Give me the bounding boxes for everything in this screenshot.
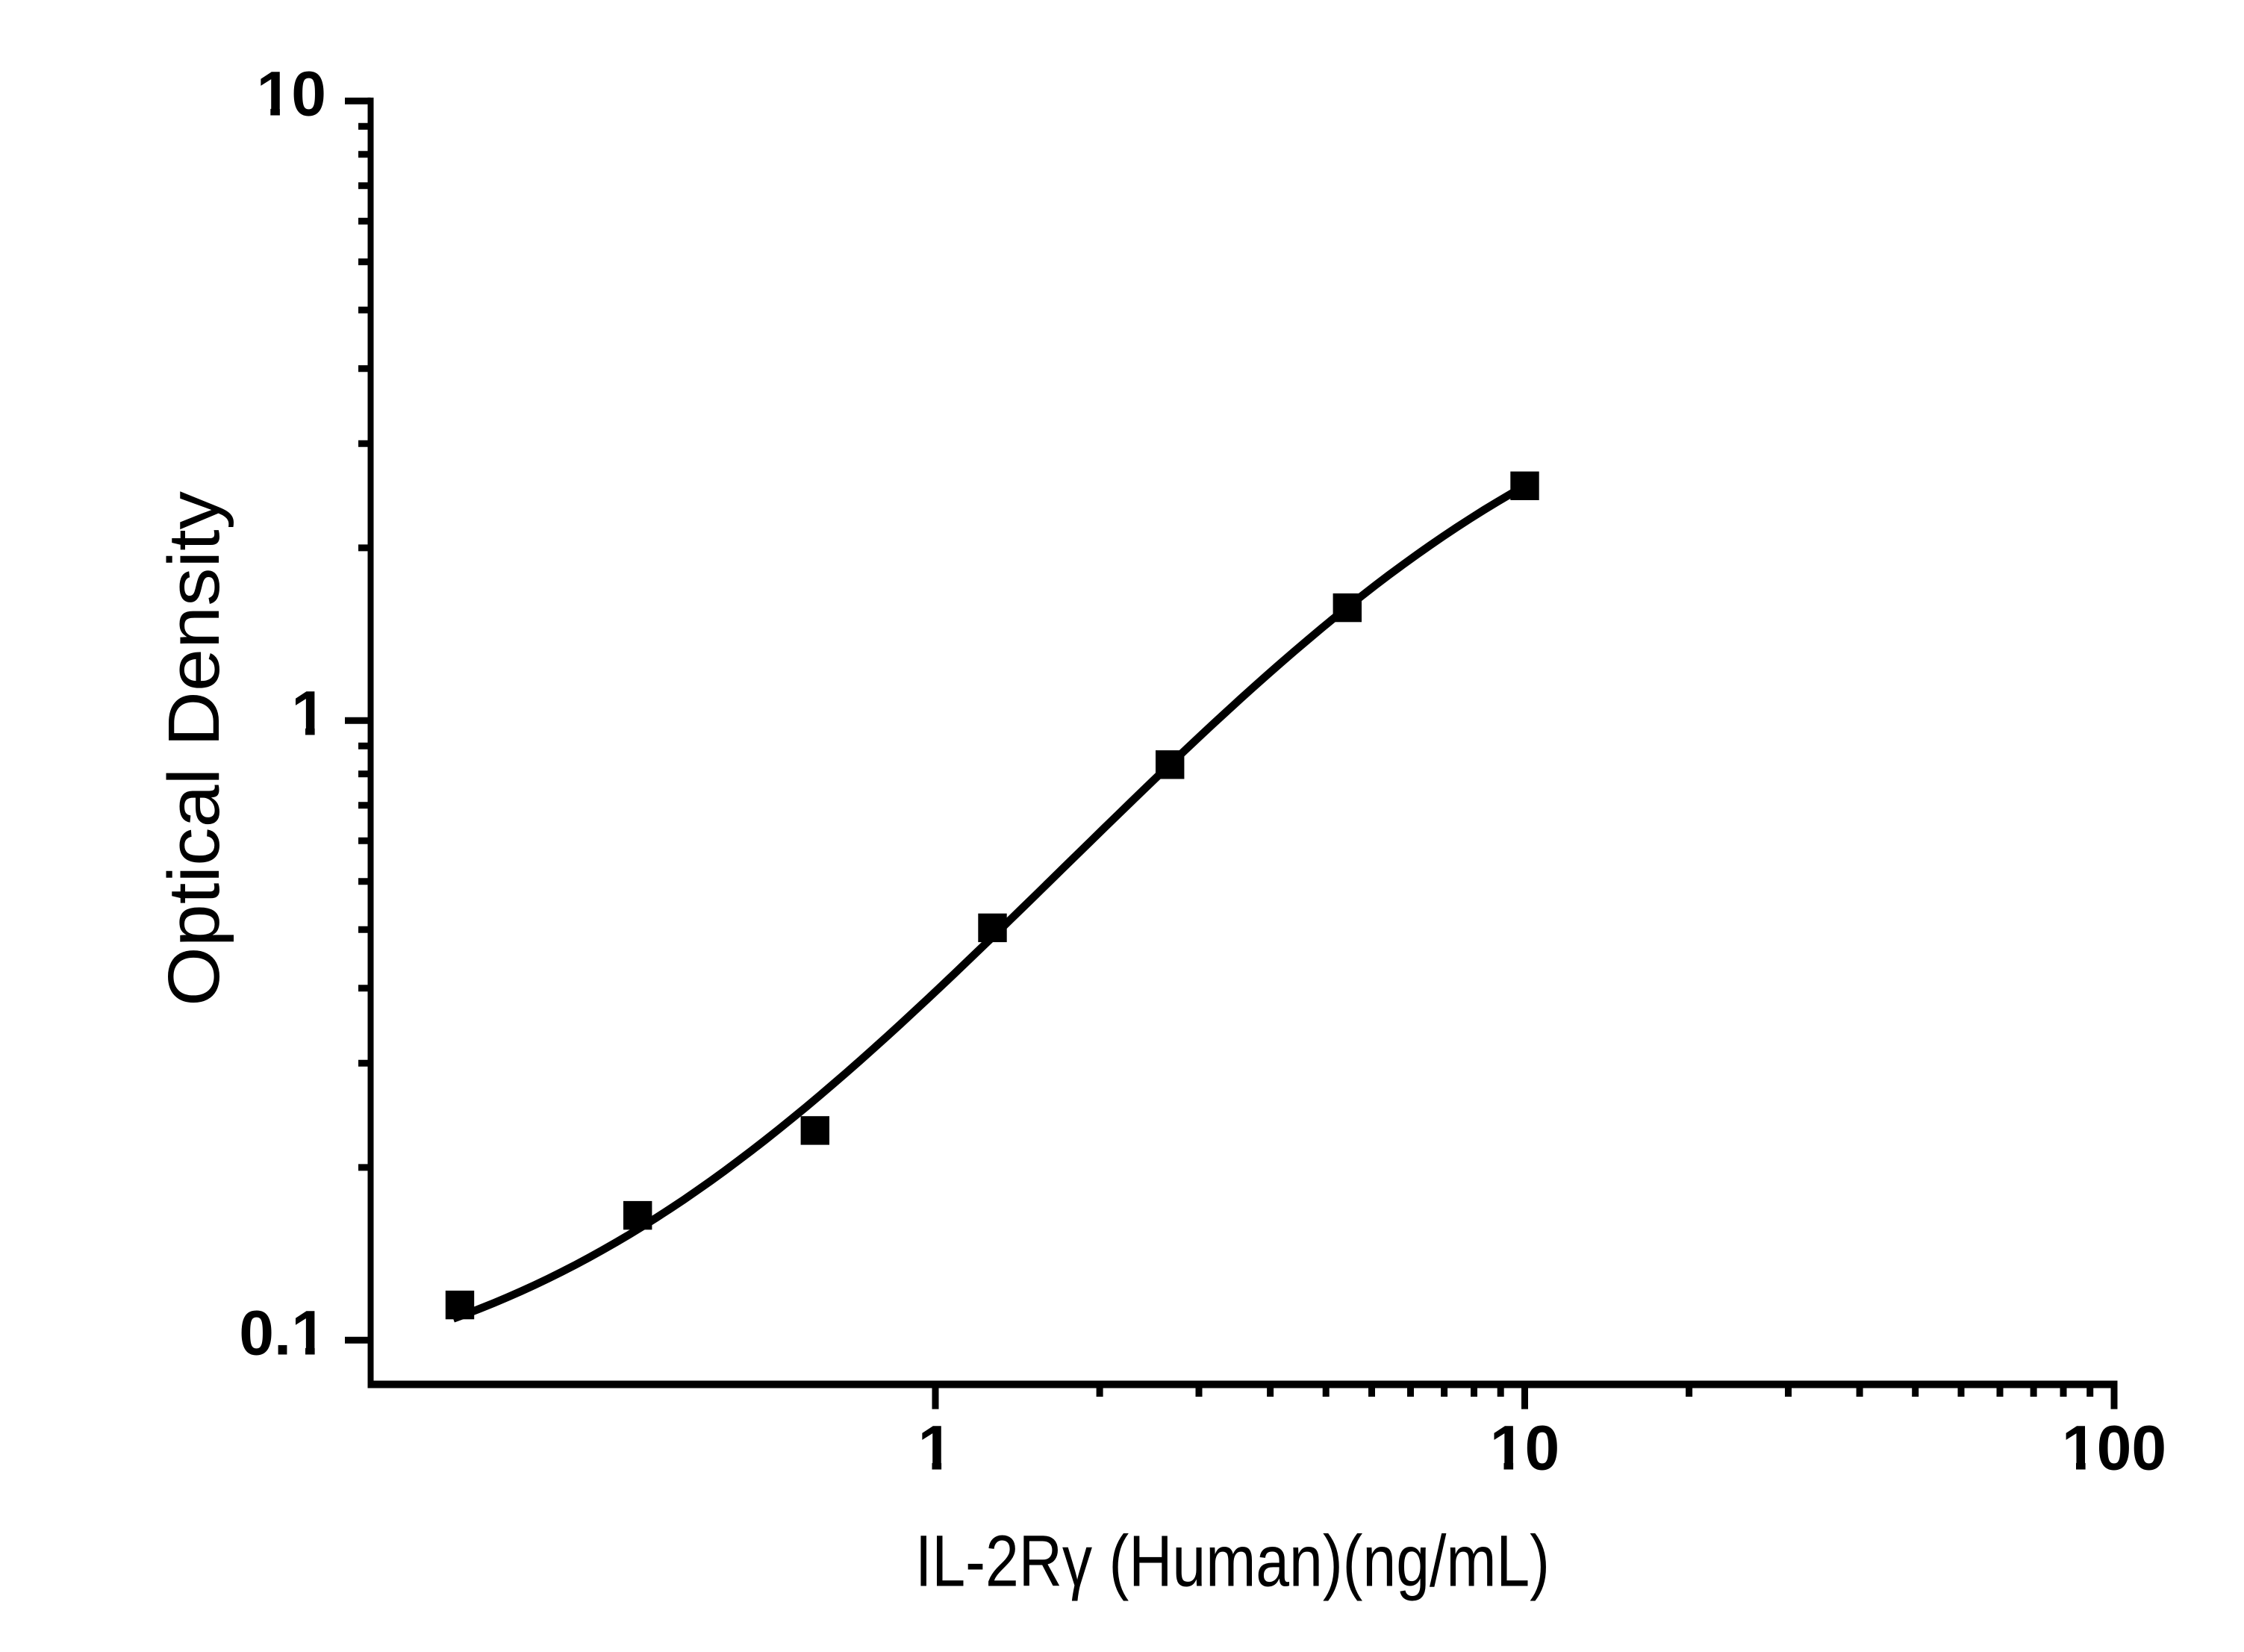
svg-text:Optical Density: Optical Density (153, 490, 234, 1006)
svg-text:1: 1 (918, 1413, 953, 1483)
svg-text:10: 10 (257, 58, 326, 128)
svg-text:IL-2Rγ (Human)(ng/mL): IL-2Rγ (Human)(ng/mL) (915, 1521, 1550, 1602)
svg-text:100: 100 (2062, 1413, 2166, 1483)
svg-text:10: 10 (1490, 1413, 1559, 1483)
svg-text:0.1: 0.1 (239, 1297, 326, 1368)
svg-text:1: 1 (291, 678, 326, 748)
